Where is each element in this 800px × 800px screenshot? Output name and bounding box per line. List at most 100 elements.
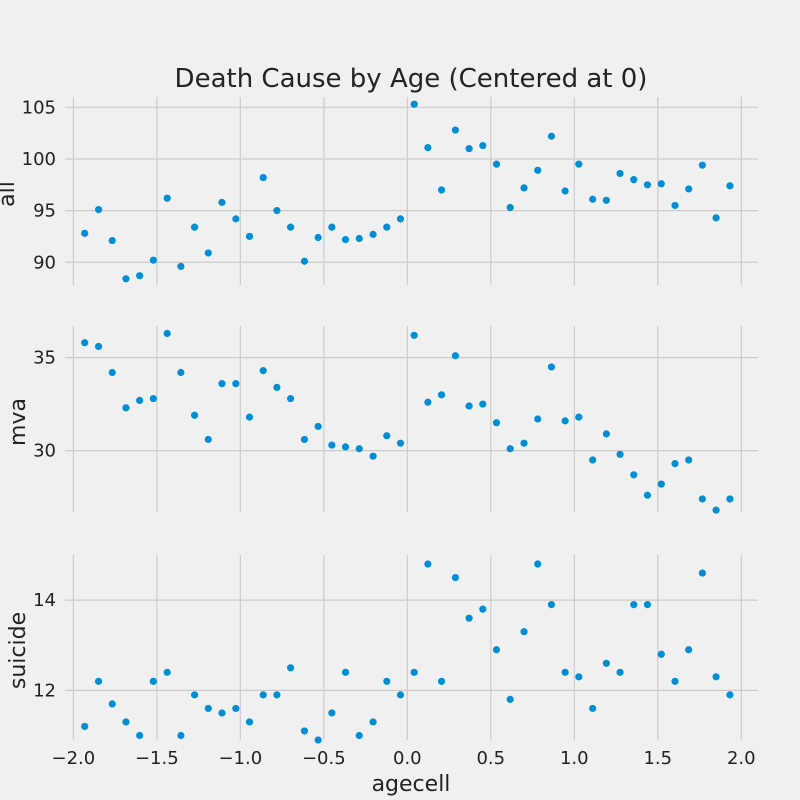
data-point	[534, 166, 542, 174]
data-point	[314, 422, 322, 431]
data-point	[149, 394, 157, 403]
data-point	[122, 718, 130, 726]
data-point	[259, 691, 267, 699]
series-suicide	[81, 560, 734, 744]
data-point	[218, 198, 226, 206]
y-axis-label-mva: mva	[6, 398, 31, 446]
x-tick-label: 1.5	[643, 748, 672, 769]
data-point	[712, 214, 720, 222]
data-point	[506, 203, 514, 212]
data-point	[726, 691, 734, 699]
data-point	[698, 569, 706, 577]
data-point	[575, 160, 583, 168]
data-point	[437, 677, 446, 685]
data-point	[698, 161, 706, 169]
data-point	[300, 257, 309, 265]
data-point	[465, 402, 473, 410]
data-point	[657, 650, 665, 658]
data-point	[190, 691, 199, 699]
data-point	[232, 380, 240, 388]
y-tick-label: 90	[33, 252, 56, 273]
data-point	[685, 646, 693, 654]
data-point	[190, 411, 199, 419]
data-point	[534, 560, 542, 568]
data-point	[616, 668, 624, 676]
x-tick-label: −0.5	[302, 748, 346, 769]
data-point	[451, 573, 460, 582]
y-tick-label: 30	[33, 441, 56, 462]
data-point	[698, 495, 706, 503]
data-point	[383, 677, 391, 685]
x-tick-label: 1.0	[560, 748, 589, 769]
panel-all: 90 95 100 105 all	[0, 97, 758, 285]
data-point	[534, 415, 542, 423]
y-axis-label-suicide: suicide	[6, 612, 31, 689]
data-point	[259, 367, 267, 375]
data-point	[657, 480, 665, 488]
data-point	[520, 184, 528, 192]
data-point	[81, 229, 89, 237]
data-point	[177, 731, 185, 740]
data-point	[410, 100, 418, 108]
data-point	[245, 413, 254, 421]
x-tick-label: −1.5	[135, 748, 179, 769]
data-point	[273, 383, 281, 391]
data-point	[328, 441, 336, 449]
data-point	[671, 201, 679, 210]
data-point	[108, 700, 116, 708]
data-point	[712, 673, 720, 681]
data-point	[328, 223, 336, 231]
chart-title: Death Cause by Age (Centered at 0)	[175, 64, 648, 94]
data-point	[204, 249, 212, 257]
grid-all	[65, 97, 758, 285]
data-point	[602, 430, 610, 438]
data-point	[94, 205, 103, 214]
data-point	[177, 368, 185, 377]
data-point	[300, 727, 309, 735]
series-mva	[81, 329, 734, 514]
data-point	[616, 450, 624, 458]
data-point	[479, 400, 487, 408]
data-point	[506, 445, 514, 453]
data-point	[136, 396, 144, 404]
data-point	[273, 691, 281, 699]
x-tick-label: 0.5	[476, 748, 505, 769]
data-point	[355, 445, 363, 453]
data-point	[287, 394, 295, 403]
y-tick-label: 35	[33, 348, 56, 369]
data-point	[561, 417, 569, 425]
data-point	[287, 223, 295, 231]
y-axis-label-all: all	[0, 181, 20, 207]
x-tick-label: 2.0	[727, 748, 756, 769]
data-point	[149, 677, 157, 685]
data-point	[81, 722, 89, 731]
data-point	[245, 718, 254, 726]
data-point	[630, 601, 638, 609]
data-point	[630, 176, 638, 184]
data-point	[190, 223, 199, 231]
data-point	[479, 605, 487, 613]
data-point	[204, 704, 212, 713]
data-point	[273, 207, 281, 215]
data-point	[630, 471, 638, 479]
data-point	[561, 187, 569, 195]
data-point	[314, 736, 322, 744]
data-point	[575, 673, 583, 681]
data-point	[122, 404, 130, 412]
data-point	[671, 677, 679, 685]
grid-mva	[65, 326, 758, 512]
data-point	[369, 452, 377, 460]
data-point	[465, 145, 473, 153]
data-point	[410, 331, 418, 339]
data-point	[177, 262, 185, 271]
data-point	[643, 491, 652, 499]
data-point	[122, 275, 130, 283]
data-point	[437, 391, 446, 399]
data-point	[424, 560, 432, 568]
data-point	[396, 691, 405, 699]
data-point	[643, 601, 652, 609]
panel-mva: 30 35 mva	[6, 326, 758, 514]
